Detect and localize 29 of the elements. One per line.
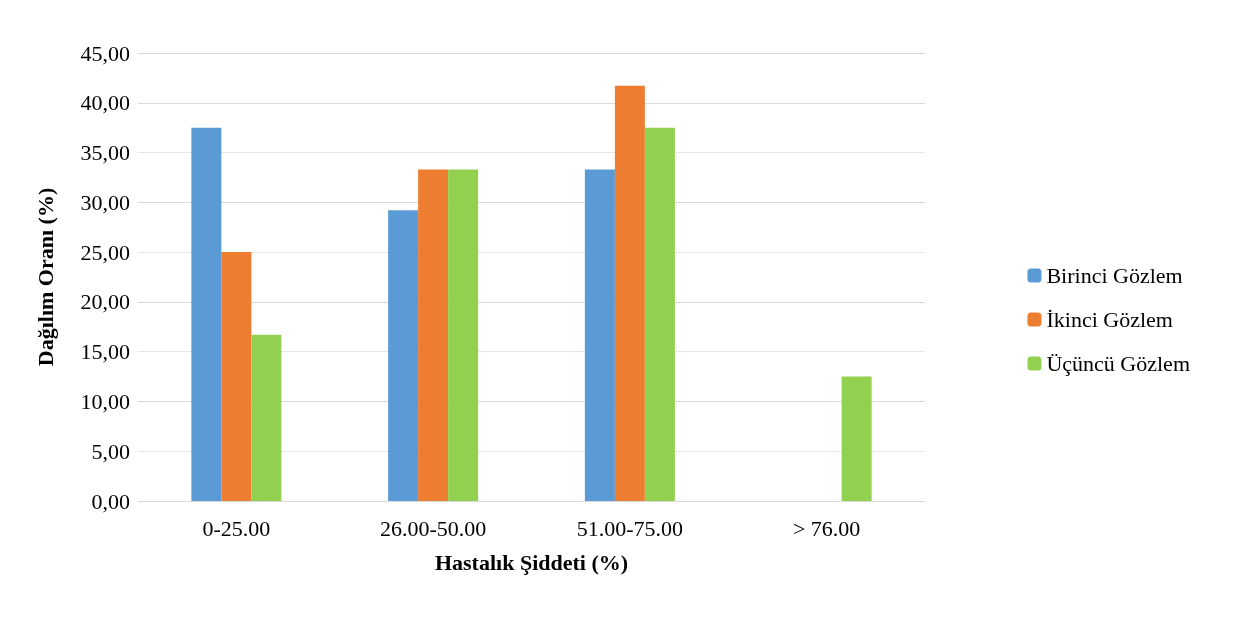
y-axis-title: Dağılım Oranı (%)	[32, 187, 58, 367]
legend-label: İkinci Gözlem	[1046, 307, 1173, 332]
y-tick-label: 30,00	[80, 189, 130, 215]
bar	[221, 252, 252, 501]
bar	[584, 169, 615, 501]
bar	[418, 169, 449, 501]
y-tick-label: 10,00	[80, 388, 130, 414]
bar	[191, 127, 222, 501]
x-tick-label: > 76.00	[792, 515, 861, 541]
bar	[448, 169, 479, 501]
y-tick-label: 15,00	[80, 339, 130, 365]
x-axis-title: Hastalık Şiddeti (%)	[434, 549, 629, 575]
y-tick-label: 40,00	[80, 90, 130, 116]
bar	[644, 127, 675, 501]
bar	[614, 85, 645, 501]
y-tick-label: 35,00	[80, 140, 130, 166]
x-tick-label: 51.00-75.00	[576, 515, 684, 541]
x-tick-label: 26.00-50.00	[379, 515, 487, 541]
legend-label: Birinci Gözlem	[1046, 263, 1183, 288]
bar	[251, 334, 282, 501]
bar	[388, 210, 419, 501]
y-tick-label: 0,00	[91, 488, 130, 514]
x-tick-label: 0-25.00	[202, 515, 271, 541]
y-tick-label: 45,00	[80, 40, 130, 66]
y-tick-label: 20,00	[80, 289, 130, 315]
legend-label: Üçüncü Gözlem	[1046, 351, 1190, 376]
bar	[841, 376, 872, 501]
y-tick-label: 5,00	[91, 438, 130, 464]
y-tick-label: 25,00	[80, 239, 130, 265]
